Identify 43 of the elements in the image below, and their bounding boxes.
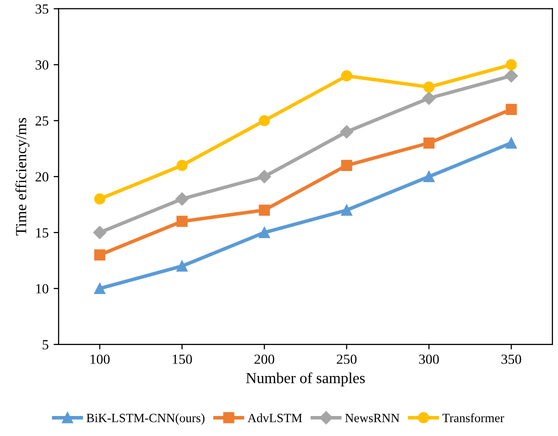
point [423, 171, 435, 182]
y-tick-label: 5 [42, 340, 48, 350]
point [258, 226, 270, 238]
y-tick-label: 25 [36, 116, 48, 126]
point [258, 170, 271, 184]
y-axis-title: Time efficiency/ms [15, 118, 30, 236]
point [94, 193, 106, 205]
y-tick-label: 20 [36, 172, 48, 182]
y-tick-label: 35 [36, 4, 48, 14]
point [506, 104, 517, 115]
point [176, 160, 188, 171]
point [94, 249, 106, 260]
point [93, 226, 106, 240]
x-tick-label: 300 [419, 354, 439, 364]
point [94, 282, 106, 294]
point [340, 125, 354, 138]
point [176, 260, 188, 272]
legend-label: Transformer [442, 413, 504, 422]
x-tick-label: 150 [172, 354, 192, 364]
x-tick-label: 200 [254, 354, 274, 364]
y-tick-label: 30 [36, 60, 48, 70]
x-tick-label: 250 [336, 354, 357, 364]
legend-label: NewsRNN [345, 414, 400, 422]
point [506, 59, 517, 70]
legend-label: BiK-LSTM-CNN(ours) [86, 413, 204, 425]
legend-label: AdvLSTM [248, 413, 302, 422]
point [258, 115, 270, 126]
x-tick-label: 350 [502, 354, 522, 364]
x-tick-label: 100 [90, 354, 110, 364]
point [341, 160, 352, 171]
y-tick-label: 10 [36, 284, 48, 294]
y-tick-label: 15 [36, 228, 48, 238]
point [506, 137, 517, 149]
point [175, 192, 189, 206]
point [422, 92, 436, 105]
point [423, 82, 435, 93]
x-axis-title: Number of samples [246, 372, 365, 386]
point [423, 137, 435, 149]
point [258, 204, 270, 216]
point [341, 70, 352, 82]
point [504, 69, 518, 82]
point [341, 204, 352, 216]
point [176, 216, 188, 227]
